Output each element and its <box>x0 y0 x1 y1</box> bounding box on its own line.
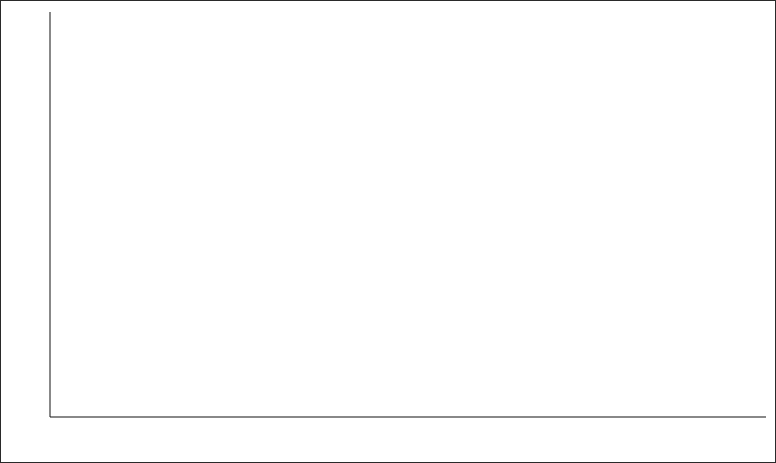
axes-group <box>49 12 766 418</box>
